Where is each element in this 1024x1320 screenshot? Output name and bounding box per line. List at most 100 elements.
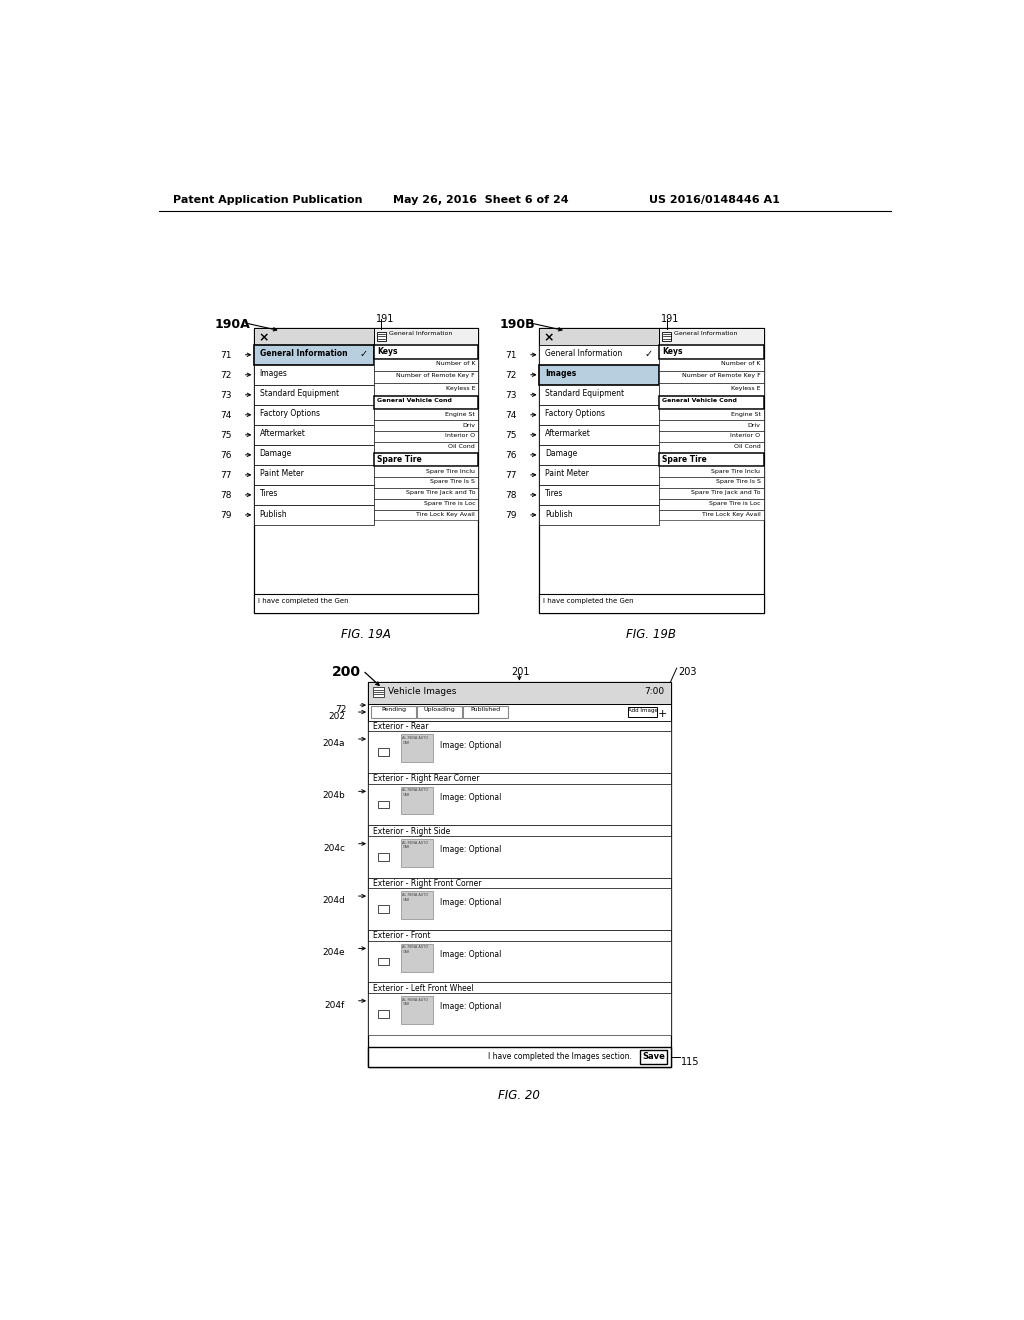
Bar <box>377 331 386 341</box>
Bar <box>463 706 508 718</box>
Bar <box>254 445 374 465</box>
Text: May 26, 2016  Sheet 6 of 24: May 26, 2016 Sheet 6 of 24 <box>393 195 568 206</box>
Bar <box>628 706 657 718</box>
Text: Paint Meter: Paint Meter <box>545 470 589 478</box>
Text: Spare Tire is Loc: Spare Tire is Loc <box>709 502 761 506</box>
Bar <box>254 385 374 405</box>
Bar <box>369 941 671 982</box>
Text: 74: 74 <box>506 411 517 420</box>
Text: Spare Tire Jack and To: Spare Tire Jack and To <box>406 490 475 495</box>
Text: Exterior - Rear: Exterior - Rear <box>373 722 428 731</box>
Text: CAR: CAR <box>402 741 410 744</box>
Bar <box>658 488 764 499</box>
Text: FIG. 19A: FIG. 19A <box>341 628 391 642</box>
Bar <box>400 997 433 1024</box>
Text: Number of K: Number of K <box>721 360 761 366</box>
Bar <box>400 891 433 919</box>
Text: Add Image: Add Image <box>628 708 657 713</box>
Bar <box>374 420 478 430</box>
Text: CAR: CAR <box>402 1002 410 1006</box>
Text: Exterior - Front: Exterior - Front <box>373 932 430 940</box>
Text: Standard Equipment: Standard Equipment <box>545 389 624 399</box>
Text: 7:00: 7:00 <box>644 686 665 696</box>
Text: Keyless E: Keyless E <box>731 385 761 391</box>
Bar <box>374 409 478 420</box>
Bar <box>254 364 374 385</box>
Bar <box>374 499 478 510</box>
Bar <box>539 345 658 364</box>
Text: ×: × <box>544 331 554 345</box>
Bar <box>539 594 764 612</box>
Bar <box>369 929 671 941</box>
Bar <box>658 409 764 420</box>
Text: 204b: 204b <box>323 792 345 800</box>
Bar <box>369 878 671 888</box>
Bar <box>374 453 478 466</box>
Text: 78: 78 <box>506 491 517 500</box>
Bar <box>658 499 764 510</box>
Text: General Information: General Information <box>260 350 347 358</box>
Text: 204f: 204f <box>325 1001 345 1010</box>
Text: I have completed the Gen: I have completed the Gen <box>258 598 349 605</box>
Bar <box>369 731 671 774</box>
Bar <box>374 430 478 442</box>
Bar <box>378 800 389 808</box>
Text: Damage: Damage <box>545 449 578 458</box>
Bar <box>400 944 433 972</box>
Bar <box>374 466 478 478</box>
Bar <box>658 478 764 488</box>
Text: Tires: Tires <box>260 490 279 499</box>
Bar <box>539 506 658 525</box>
Text: Engine St: Engine St <box>730 412 761 417</box>
Bar <box>539 405 658 425</box>
Text: 190B: 190B <box>500 318 536 331</box>
Bar <box>400 840 433 867</box>
Text: Number of Remote Key F: Number of Remote Key F <box>396 374 475 379</box>
Bar <box>374 327 478 345</box>
Text: Image: Optional: Image: Optional <box>439 1002 501 1011</box>
Text: Interior O: Interior O <box>730 433 761 438</box>
Text: Aftermarket: Aftermarket <box>545 429 591 438</box>
Bar <box>374 383 478 396</box>
Text: Damage: Damage <box>260 449 292 458</box>
Bar <box>539 385 658 405</box>
Bar <box>254 425 374 445</box>
Bar <box>658 466 764 478</box>
Bar <box>369 1047 671 1067</box>
Text: Tires: Tires <box>545 490 563 499</box>
Text: CAR: CAR <box>402 950 410 954</box>
Text: Spare Tire is Loc: Spare Tire is Loc <box>424 502 475 506</box>
Text: Keys: Keys <box>377 347 397 356</box>
Text: Interior O: Interior O <box>445 433 475 438</box>
Text: 77: 77 <box>506 471 517 480</box>
Text: Exterior - Left Front Wheel: Exterior - Left Front Wheel <box>373 983 473 993</box>
Bar <box>369 704 671 721</box>
Text: 204d: 204d <box>323 896 345 906</box>
Bar <box>400 734 433 762</box>
Text: Tire Lock Key Avail: Tire Lock Key Avail <box>417 512 475 517</box>
Text: Exterior - Right Front Corner: Exterior - Right Front Corner <box>373 879 481 888</box>
Text: 115: 115 <box>681 1057 699 1067</box>
Bar <box>369 784 671 825</box>
Bar <box>369 825 671 836</box>
Bar <box>369 836 671 878</box>
Text: FIG. 19B: FIG. 19B <box>627 628 676 642</box>
Text: Factory Options: Factory Options <box>545 409 605 418</box>
Bar <box>254 506 374 525</box>
Bar <box>374 371 478 383</box>
Text: CAR: CAR <box>402 898 410 902</box>
Bar <box>658 442 764 453</box>
Text: I have completed the Images section.: I have completed the Images section. <box>488 1052 632 1060</box>
Bar <box>369 774 671 784</box>
Text: Standard Equipment: Standard Equipment <box>260 389 339 399</box>
Bar <box>658 345 764 359</box>
Text: Oil Cond: Oil Cond <box>733 444 761 449</box>
Text: CAR: CAR <box>402 793 410 797</box>
Bar <box>372 706 417 718</box>
Bar <box>374 396 478 409</box>
Text: Pending: Pending <box>381 708 407 713</box>
Bar <box>254 327 374 345</box>
Text: Image: Optional: Image: Optional <box>439 741 501 750</box>
Bar <box>369 993 671 1035</box>
Bar <box>374 442 478 453</box>
